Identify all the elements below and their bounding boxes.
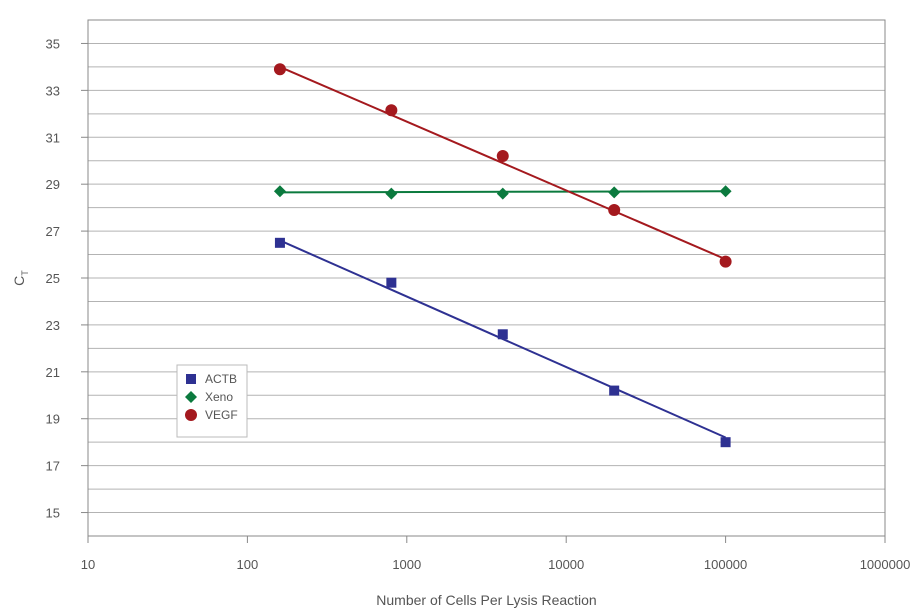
legend-marker-vegf	[185, 409, 197, 421]
legend-label-actb: ACTB	[205, 372, 237, 386]
legend-marker-actb	[186, 374, 196, 384]
data-point-xeno	[385, 187, 398, 200]
data-points	[273, 63, 732, 448]
trend-line-vegf	[279, 65, 726, 261]
data-point-xeno	[496, 187, 509, 200]
legend: ACTB Xeno VEGF	[176, 364, 248, 438]
data-point-vegf	[273, 63, 286, 76]
legend-marker-xeno	[185, 391, 197, 403]
data-point-vegf	[496, 150, 509, 163]
y-axis-title-subscript: T	[20, 270, 30, 276]
x-tick-label: 100	[237, 557, 259, 572]
axis-ticks: 15 17 19 21 23 25 27 29 31 33 35 10 100 1000 10000 1000…	[46, 36, 911, 572]
y-tick-label: 21	[46, 365, 60, 380]
x-tick-label: 1000000	[860, 557, 911, 572]
y-tick-label: 27	[46, 224, 60, 239]
data-point-actb	[386, 277, 397, 288]
data-point-actb	[497, 329, 508, 340]
y-tick-label: 29	[46, 177, 60, 192]
y-tick-label: 15	[46, 506, 60, 521]
y-tick-label: 31	[46, 130, 60, 145]
data-point-xeno	[719, 185, 732, 198]
data-point-vegf	[608, 203, 621, 216]
data-point-xeno	[273, 185, 286, 198]
legend-label-xeno: Xeno	[205, 390, 233, 404]
y-tick-label: 33	[46, 83, 60, 98]
y-tick-label: 25	[46, 271, 60, 286]
trend-lines	[279, 65, 727, 439]
y-tick-label: 23	[46, 318, 60, 333]
x-tick-label: 1000	[392, 557, 421, 572]
data-point-vegf	[719, 255, 732, 268]
data-point-xeno	[608, 186, 621, 199]
data-point-actb	[720, 437, 731, 448]
gridlines	[88, 42, 885, 514]
y-tick-label: 35	[46, 36, 60, 51]
legend-box	[176, 364, 248, 438]
y-tick-label: 17	[46, 459, 60, 474]
x-tick-label: 10000	[548, 557, 584, 572]
legend-label-vegf: VEGF	[205, 408, 238, 422]
data-point-actb	[609, 385, 620, 396]
data-point-actb	[274, 237, 285, 248]
data-point-vegf	[385, 104, 398, 117]
y-axis-title-main: C	[11, 276, 27, 286]
x-tick-label: 10	[81, 557, 95, 572]
y-tick-label: 19	[46, 412, 60, 427]
y-axis-title: CT	[11, 270, 30, 286]
x-tick-label: 100000	[704, 557, 747, 572]
x-axis-title: Number of Cells Per Lysis Reaction	[376, 592, 596, 608]
